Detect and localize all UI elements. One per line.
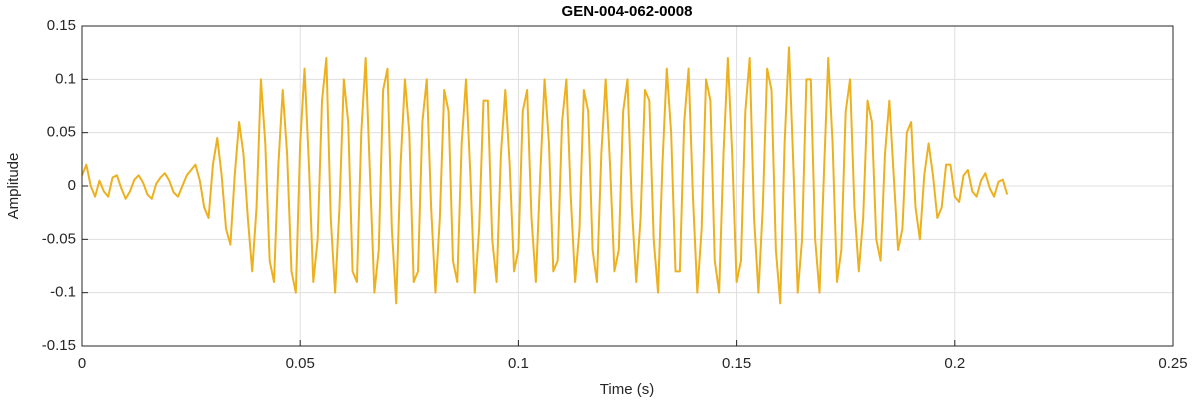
y-tick-label: 0.05 — [47, 124, 76, 141]
chart-title: GEN-004-062-0008 — [562, 3, 693, 20]
x-tick-label: 0 — [78, 355, 86, 372]
x-tick-label: 0.25 — [1158, 355, 1187, 372]
x-tick-label: 0.05 — [286, 355, 315, 372]
y-tick-label: -0.05 — [42, 230, 76, 247]
y-tick-label: 0.15 — [47, 17, 76, 34]
x-axis-label: Time (s) — [600, 381, 654, 398]
x-tick-label: 0.15 — [722, 355, 751, 372]
y-tick-label: 0 — [68, 177, 76, 194]
y-tick-label: -0.15 — [42, 337, 76, 354]
y-axis-label: Amplitude — [5, 153, 22, 220]
y-tick-label: -0.1 — [50, 284, 76, 301]
x-tick-label: 0.1 — [508, 355, 529, 372]
plot-frame — [81, 25, 1174, 347]
x-tick-label: 0.2 — [944, 355, 965, 372]
series-line — [81, 46, 1009, 305]
y-tick-label: 0.1 — [55, 70, 76, 87]
